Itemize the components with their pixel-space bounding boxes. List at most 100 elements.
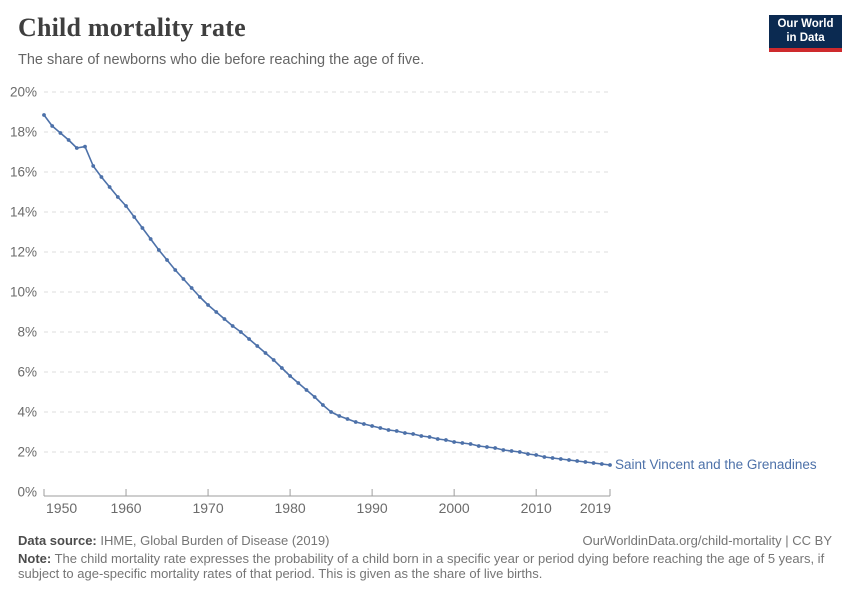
data-point bbox=[255, 344, 260, 348]
data-point bbox=[140, 226, 145, 230]
data-point bbox=[91, 164, 96, 168]
data-source-label: Data source: bbox=[18, 533, 97, 548]
data-point bbox=[206, 303, 210, 307]
owid-citation-link: OurWorldinData.org/child-mortality | CC … bbox=[582, 533, 833, 548]
data-point bbox=[394, 429, 399, 433]
data-point bbox=[386, 428, 391, 432]
data-point bbox=[345, 417, 350, 421]
data-point bbox=[460, 441, 465, 445]
note-label: Note: bbox=[18, 551, 52, 566]
data-point bbox=[444, 438, 448, 442]
data-point bbox=[222, 317, 227, 321]
data-source-value: IHME, Global Burden of Disease (2019) bbox=[100, 533, 330, 548]
data-point bbox=[304, 388, 309, 392]
data-point bbox=[509, 449, 514, 453]
y-tick-label: 6% bbox=[17, 365, 37, 380]
data-point bbox=[312, 395, 317, 399]
y-tick-label: 16% bbox=[10, 165, 37, 180]
x-tick-label: 1950 bbox=[46, 500, 77, 516]
data-point bbox=[321, 403, 325, 407]
x-tick-label: 1980 bbox=[275, 500, 306, 516]
data-point bbox=[567, 458, 571, 462]
data-point bbox=[542, 455, 547, 459]
data-point bbox=[189, 286, 194, 290]
data-point bbox=[83, 144, 87, 149]
series-saint-vincent-and-the-grenadines bbox=[42, 113, 612, 467]
data-point bbox=[115, 195, 120, 199]
data-point bbox=[526, 452, 530, 456]
data-point bbox=[452, 440, 457, 444]
data-point bbox=[279, 366, 284, 370]
data-point bbox=[214, 310, 219, 314]
owid-logo: Our World in Data bbox=[769, 15, 842, 52]
data-point bbox=[181, 277, 186, 281]
x-tick-label: 1990 bbox=[357, 500, 388, 516]
logo-line2: in Data bbox=[786, 31, 825, 44]
data-point bbox=[165, 258, 169, 262]
note-text: The child mortality rate expresses the p… bbox=[18, 551, 825, 581]
data-point bbox=[468, 442, 473, 446]
data-source: Data source: IHME, Global Burden of Dise… bbox=[18, 533, 329, 548]
data-point bbox=[288, 374, 292, 378]
data-point bbox=[493, 446, 498, 450]
chart-title: Child mortality rate bbox=[18, 13, 246, 42]
data-point bbox=[550, 456, 555, 460]
y-tick-label: 18% bbox=[10, 125, 37, 140]
data-point bbox=[575, 459, 580, 463]
x-tick-label: 1960 bbox=[110, 500, 141, 516]
data-point bbox=[591, 461, 596, 465]
chart-note: Note: The child mortality rate expresses… bbox=[18, 551, 830, 581]
data-point bbox=[50, 124, 55, 128]
data-point bbox=[476, 444, 481, 448]
y-tick-label: 14% bbox=[10, 205, 37, 220]
y-axis-labels: 0% 2% 4% 6% 8% 10% 12% 14% 16% 18% 20% bbox=[10, 85, 37, 500]
data-point bbox=[238, 330, 243, 334]
data-point bbox=[403, 431, 407, 435]
data-point bbox=[296, 381, 301, 385]
y-tick-label: 12% bbox=[10, 245, 37, 260]
y-tick-label: 8% bbox=[17, 325, 37, 340]
data-point bbox=[337, 414, 342, 418]
data-point bbox=[42, 113, 46, 117]
series-line bbox=[43, 114, 611, 466]
data-point bbox=[329, 410, 333, 414]
data-point bbox=[485, 445, 489, 449]
x-tick-label: 2010 bbox=[521, 500, 552, 516]
data-point bbox=[230, 324, 235, 328]
data-point bbox=[558, 457, 563, 461]
footer-source-row: Data source: IHME, Global Burden of Dise… bbox=[18, 533, 832, 548]
logo-line1: Our World bbox=[777, 18, 834, 30]
data-point bbox=[419, 434, 424, 438]
y-tick-label: 4% bbox=[17, 405, 37, 420]
y-tick-label: 20% bbox=[10, 85, 37, 100]
x-tick-label: 1970 bbox=[192, 500, 223, 516]
series-label-saint-vincent: Saint Vincent and the Grenadines bbox=[615, 457, 817, 472]
data-point bbox=[156, 248, 161, 252]
data-point bbox=[197, 295, 202, 299]
y-gridlines bbox=[44, 91, 610, 453]
data-point bbox=[501, 448, 506, 452]
data-point bbox=[58, 131, 63, 135]
chart-subtitle: The share of newborns who die before rea… bbox=[18, 52, 425, 68]
y-tick-label: 10% bbox=[10, 285, 37, 300]
x-tick-label: 2019 bbox=[580, 500, 611, 516]
data-point bbox=[74, 146, 79, 150]
data-point bbox=[66, 138, 71, 142]
x-axis bbox=[43, 489, 611, 497]
data-point bbox=[583, 460, 588, 464]
data-point bbox=[107, 185, 112, 189]
data-point bbox=[247, 337, 251, 341]
data-point bbox=[173, 268, 178, 272]
data-point bbox=[362, 422, 366, 426]
data-point bbox=[370, 424, 375, 428]
data-point bbox=[378, 426, 383, 430]
data-point bbox=[271, 358, 276, 362]
x-axis-labels: 1950 1960 1970 1980 1990 2000 2010 2019 bbox=[46, 500, 611, 516]
data-point bbox=[435, 437, 440, 441]
data-point bbox=[411, 432, 416, 436]
y-tick-label: 0% bbox=[17, 485, 37, 500]
data-point bbox=[599, 462, 604, 466]
data-point bbox=[132, 215, 137, 219]
data-point bbox=[608, 463, 612, 467]
